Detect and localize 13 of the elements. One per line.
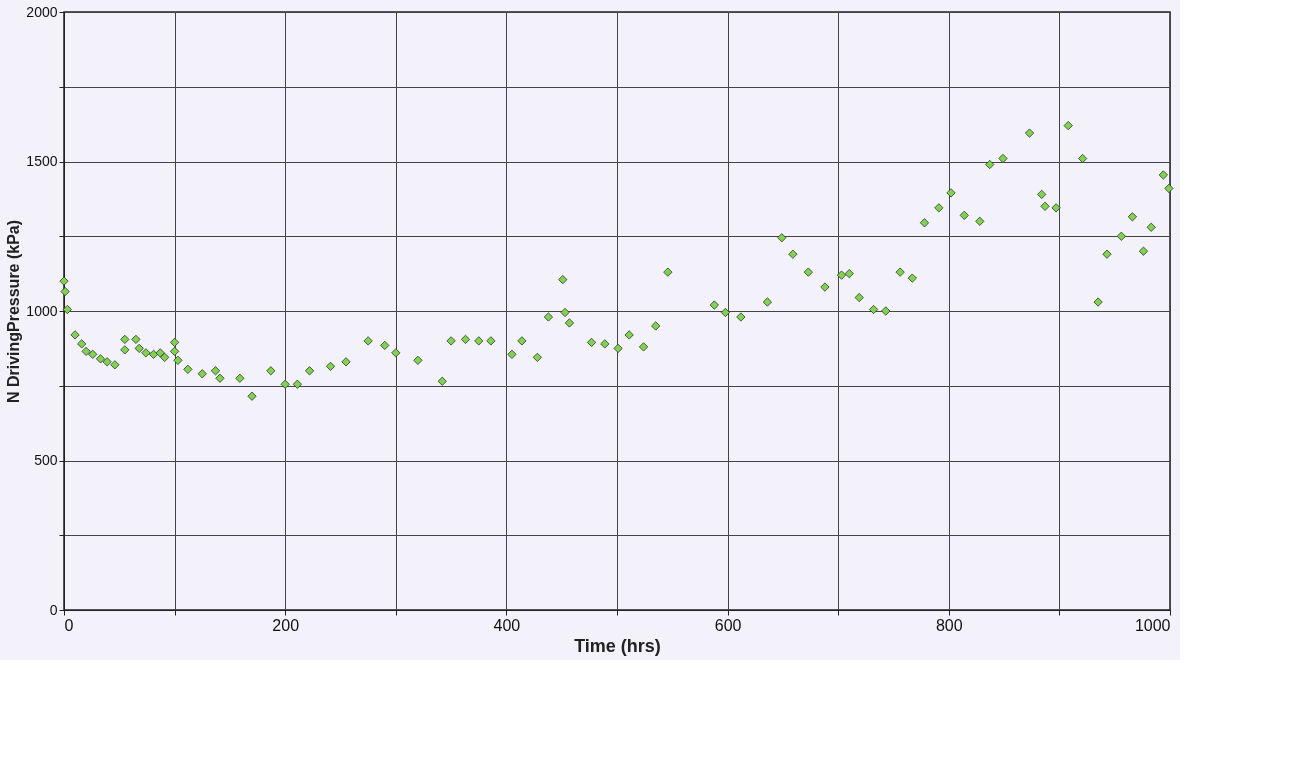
y-tick-label: 500 <box>34 452 58 468</box>
y-tick-label: 0 <box>49 601 58 618</box>
x-tick-label: 400 <box>493 616 521 634</box>
y-tick-label: 2000 <box>26 3 58 20</box>
y-tick-label: 1000 <box>26 302 58 319</box>
x-tick-label: 1000 <box>1134 616 1171 634</box>
x-tick-label: 600 <box>714 616 742 634</box>
x-tick-label: 800 <box>935 616 963 634</box>
y-axis-title: N DrivingPressure (kPa) <box>5 219 23 404</box>
x-tick-label: 0 <box>64 616 74 634</box>
x-axis-title: Time (hrs) <box>574 635 661 656</box>
y-tick-label: 1500 <box>26 153 58 169</box>
x-tick-label: 200 <box>272 616 300 634</box>
